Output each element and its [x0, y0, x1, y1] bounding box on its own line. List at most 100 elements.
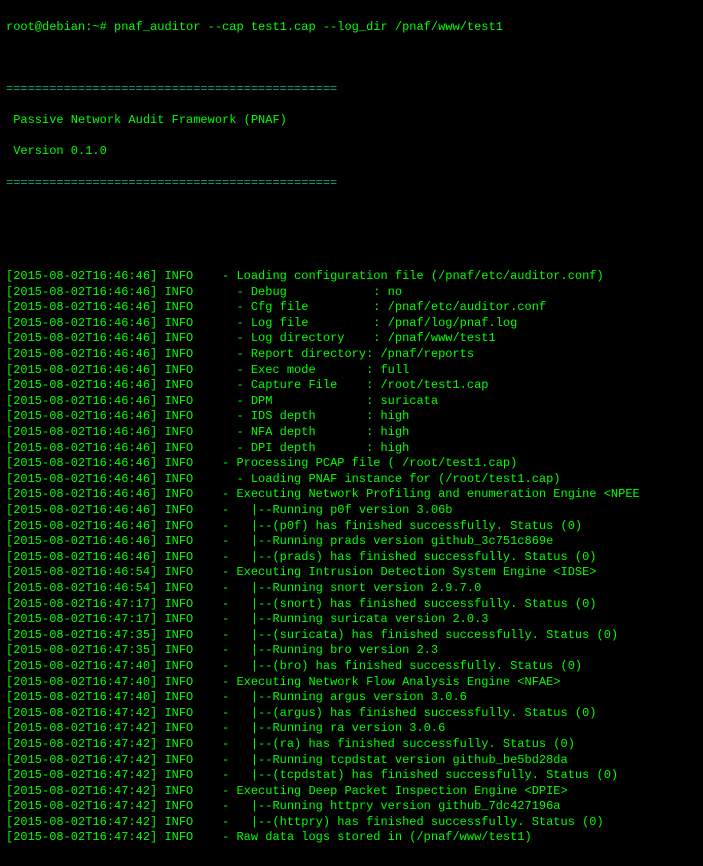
log-output: [2015-08-02T16:46:46] INFO - Loading con… [6, 269, 697, 846]
log-timestamp: [2015-08-02T16:46:46] [6, 300, 157, 314]
log-line: [2015-08-02T16:46:46] INFO - Loading con… [6, 269, 697, 285]
log-message: - |--(prads) has finished successfully. … [222, 550, 596, 564]
log-message: - |--(tcpdstat) has finished successfull… [222, 768, 618, 782]
log-message: - IDS depth : high [222, 409, 409, 423]
log-timestamp: [2015-08-02T16:47:42] [6, 799, 157, 813]
log-timestamp: [2015-08-02T16:47:42] [6, 830, 157, 844]
log-level: INFO [164, 487, 222, 501]
log-level: INFO [164, 737, 222, 751]
log-timestamp: [2015-08-02T16:47:42] [6, 753, 157, 767]
log-level: INFO [164, 316, 222, 330]
log-line: [2015-08-02T16:46:46] INFO - |--(prads) … [6, 550, 697, 566]
log-line: [2015-08-02T16:46:46] INFO - NFA depth :… [6, 425, 697, 441]
log-message: - |--(argus) has finished successfully. … [222, 706, 596, 720]
header-title-1: Passive Network Audit Framework (PNAF) [6, 113, 697, 129]
log-timestamp: [2015-08-02T16:47:35] [6, 628, 157, 642]
log-level: INFO [164, 565, 222, 579]
log-level: INFO [164, 643, 222, 657]
log-timestamp: [2015-08-02T16:46:46] [6, 363, 157, 377]
log-timestamp: [2015-08-02T16:46:46] [6, 550, 157, 564]
header-divider-bottom: ========================================… [6, 176, 697, 192]
log-level: INFO [164, 472, 222, 486]
log-line: [2015-08-02T16:46:46] INFO - IDS depth :… [6, 409, 697, 425]
log-line: [2015-08-02T16:46:54] INFO - Executing I… [6, 565, 697, 581]
log-level: INFO [164, 612, 222, 626]
log-level: INFO [164, 690, 222, 704]
log-timestamp: [2015-08-02T16:46:46] [6, 378, 157, 392]
log-message: - Executing Intrusion Detection System E… [222, 565, 596, 579]
log-timestamp: [2015-08-02T16:46:46] [6, 347, 157, 361]
log-line: [2015-08-02T16:46:54] INFO - |--Running … [6, 581, 697, 597]
log-message: - |--Running prads version github_3c751c… [222, 534, 553, 548]
log-timestamp: [2015-08-02T16:47:35] [6, 643, 157, 657]
log-line: [2015-08-02T16:46:46] INFO - Exec mode :… [6, 363, 697, 379]
log-line: [2015-08-02T16:47:35] INFO - |--(suricat… [6, 628, 697, 644]
log-timestamp: [2015-08-02T16:47:42] [6, 815, 157, 829]
log-level: INFO [164, 815, 222, 829]
log-line: [2015-08-02T16:47:42] INFO - |--(argus) … [6, 706, 697, 722]
log-level: INFO [164, 456, 222, 470]
log-level: INFO [164, 534, 222, 548]
log-message: - |--Running argus version 3.0.6 [222, 690, 467, 704]
log-message: - Debug : no [222, 285, 402, 299]
header-title-2: Version 0.1.0 [6, 144, 697, 160]
terminal[interactable]: root@debian:~# pnaf_auditor --cap test1.… [0, 0, 703, 866]
log-level: INFO [164, 347, 222, 361]
log-line: [2015-08-02T16:46:46] INFO - Loading PNA… [6, 472, 697, 488]
log-timestamp: [2015-08-02T16:46:54] [6, 565, 157, 579]
log-message: - Log directory : /pnaf/www/test1 [222, 331, 496, 345]
log-line: [2015-08-02T16:46:46] INFO - |--(p0f) ha… [6, 519, 697, 535]
log-message: - |--(snort) has finished successfully. … [222, 597, 596, 611]
log-timestamp: [2015-08-02T16:47:42] [6, 706, 157, 720]
log-message: - DPM : suricata [222, 394, 438, 408]
log-line: [2015-08-02T16:47:35] INFO - |--Running … [6, 643, 697, 659]
log-line: [2015-08-02T16:46:46] INFO - Log directo… [6, 331, 697, 347]
log-line: [2015-08-02T16:46:46] INFO - Processing … [6, 456, 697, 472]
log-level: INFO [164, 519, 222, 533]
log-timestamp: [2015-08-02T16:46:46] [6, 394, 157, 408]
log-level: INFO [164, 706, 222, 720]
log-message: - Executing Network Profiling and enumer… [222, 487, 640, 501]
log-message: - |--Running snort version 2.9.7.0 [222, 581, 481, 595]
log-level: INFO [164, 753, 222, 767]
log-timestamp: [2015-08-02T16:47:42] [6, 737, 157, 751]
log-timestamp: [2015-08-02T16:46:46] [6, 425, 157, 439]
log-level: INFO [164, 628, 222, 642]
prompt-line: root@debian:~# pnaf_auditor --cap test1.… [6, 20, 697, 36]
log-line: [2015-08-02T16:46:46] INFO - |--Running … [6, 534, 697, 550]
log-line: [2015-08-02T16:47:42] INFO - |--Running … [6, 799, 697, 815]
log-timestamp: [2015-08-02T16:47:42] [6, 768, 157, 782]
log-timestamp: [2015-08-02T16:47:17] [6, 612, 157, 626]
log-timestamp: [2015-08-02T16:46:54] [6, 581, 157, 595]
prompt-cwd: ~ [92, 20, 99, 34]
log-message: - |--(suricata) has finished successfull… [222, 628, 618, 642]
log-level: INFO [164, 425, 222, 439]
log-message: - Loading PNAF instance for (/root/test1… [222, 472, 560, 486]
log-message: - |--(ra) has finished successfully. Sta… [222, 737, 575, 751]
log-message: - |--(p0f) has finished successfully. St… [222, 519, 582, 533]
log-timestamp: [2015-08-02T16:47:17] [6, 597, 157, 611]
log-timestamp: [2015-08-02T16:47:40] [6, 690, 157, 704]
log-line: [2015-08-02T16:47:40] INFO - Executing N… [6, 675, 697, 691]
log-message: - Executing Deep Packet Inspection Engin… [222, 784, 568, 798]
log-message: - |--Running p0f version 3.06b [222, 503, 452, 517]
log-message: - |--(httpry) has finished successfully.… [222, 815, 604, 829]
log-timestamp: [2015-08-02T16:47:42] [6, 784, 157, 798]
log-message: - |--Running suricata version 2.0.3 [222, 612, 488, 626]
log-timestamp: [2015-08-02T16:47:42] [6, 721, 157, 735]
log-message: - Capture File : /root/test1.cap [222, 378, 488, 392]
log-line: [2015-08-02T16:47:42] INFO - Executing D… [6, 784, 697, 800]
log-message: - Log file : /pnaf/log/pnaf.log [222, 316, 517, 330]
log-line: [2015-08-02T16:46:46] INFO - DPI depth :… [6, 441, 697, 457]
log-timestamp: [2015-08-02T16:46:46] [6, 269, 157, 283]
log-message: - |--Running ra version 3.0.6 [222, 721, 445, 735]
log-level: INFO [164, 441, 222, 455]
log-timestamp: [2015-08-02T16:46:46] [6, 456, 157, 470]
log-level: INFO [164, 768, 222, 782]
log-line: [2015-08-02T16:47:42] INFO - |--Running … [6, 753, 697, 769]
blank-line [6, 207, 697, 223]
log-timestamp: [2015-08-02T16:46:46] [6, 409, 157, 423]
log-timestamp: [2015-08-02T16:46:46] [6, 331, 157, 345]
log-level: INFO [164, 659, 222, 673]
log-line: [2015-08-02T16:46:46] INFO - Cfg file : … [6, 300, 697, 316]
